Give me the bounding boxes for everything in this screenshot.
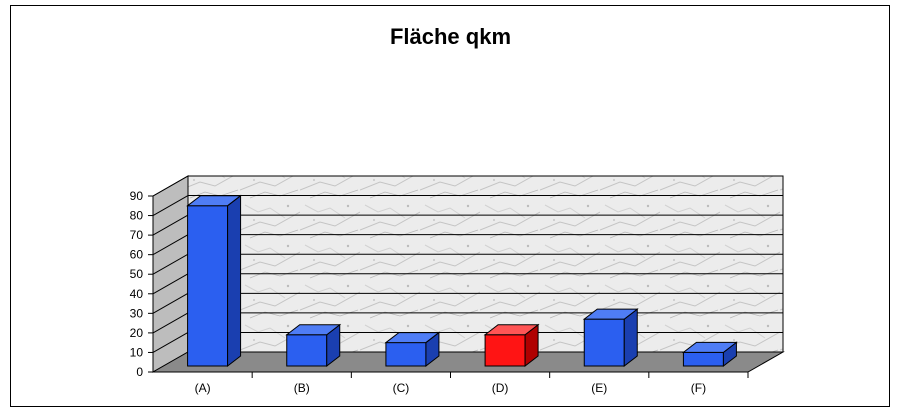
y-tick-label: 20 <box>130 326 144 340</box>
bar-top <box>186 195 243 207</box>
y-tick-label: 10 <box>130 345 144 359</box>
y-tick-label: 40 <box>130 287 144 301</box>
back-wall <box>187 175 784 353</box>
gridline-diag <box>152 195 189 216</box>
bar-front <box>187 205 229 367</box>
bar <box>285 323 342 368</box>
bar <box>483 323 540 368</box>
y-tick-label: 60 <box>130 248 144 262</box>
x-tick-label: (D) <box>492 381 509 395</box>
gridline-diag <box>152 214 189 236</box>
bar-top <box>582 308 639 320</box>
bar <box>582 308 639 368</box>
bar-top <box>681 341 738 353</box>
gridline-diag <box>152 332 189 353</box>
x-tick-label: (C) <box>393 381 410 395</box>
bar-front <box>385 342 427 367</box>
gridline-diag <box>152 175 189 197</box>
y-tick-label: 30 <box>130 306 144 320</box>
bar <box>681 341 738 368</box>
gridline-diag <box>152 234 189 256</box>
bar-top <box>483 324 540 336</box>
bar-front <box>286 334 328 367</box>
x-tick-label: (A) <box>195 381 211 395</box>
bar-top <box>285 324 342 336</box>
gridline-diag <box>152 292 189 314</box>
y-tick-label: 80 <box>130 209 144 223</box>
x-tick-label: (B) <box>294 381 310 395</box>
bar-front <box>484 334 526 367</box>
x-tick-label: (E) <box>591 381 607 395</box>
y-tick-label: 50 <box>130 267 144 281</box>
bar-front <box>583 318 625 367</box>
bar-side <box>227 194 242 368</box>
bar <box>384 331 441 368</box>
chart-title: Fläche qkm <box>389 24 512 49</box>
y-tick-label: 70 <box>130 228 144 242</box>
y-tick-label: 90 <box>130 189 144 203</box>
gridline-diag <box>152 253 189 275</box>
bar-top <box>384 332 441 344</box>
gridline-diag <box>152 312 189 334</box>
bar-front <box>682 351 724 367</box>
y-tick-label: 0 <box>136 365 143 379</box>
bar <box>186 194 243 368</box>
gridline-diag <box>152 273 189 295</box>
x-tick-label: (F) <box>691 381 706 395</box>
